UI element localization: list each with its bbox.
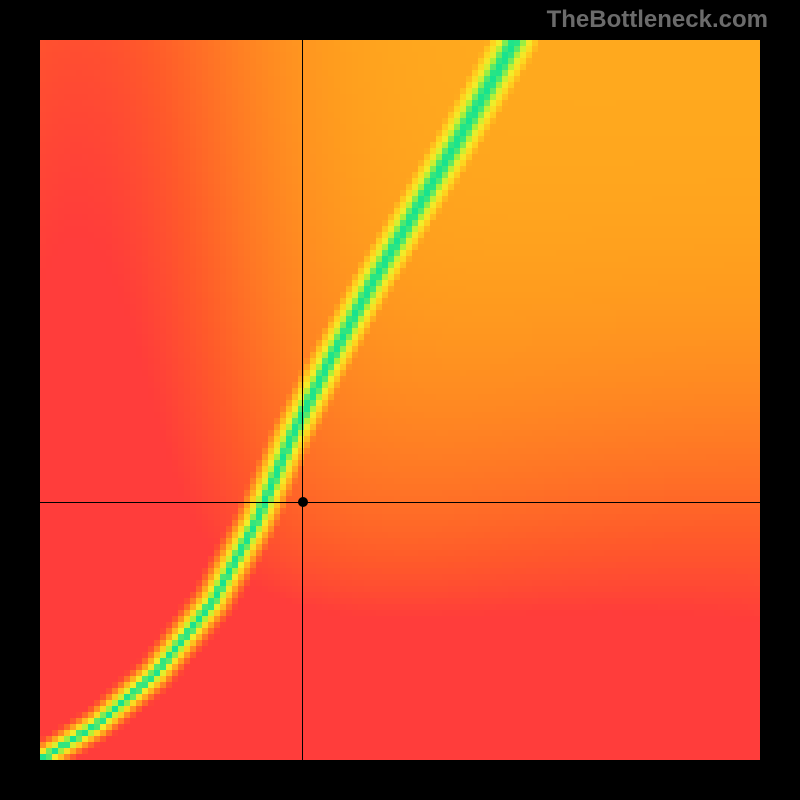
bottleneck-heatmap bbox=[40, 40, 760, 760]
crosshair-horizontal bbox=[40, 502, 760, 503]
crosshair-dot bbox=[298, 497, 308, 507]
chart-container: { "watermark": { "text": "TheBottleneck.… bbox=[0, 0, 800, 800]
watermark-text: TheBottleneck.com bbox=[547, 6, 768, 34]
crosshair-vertical bbox=[302, 40, 303, 760]
